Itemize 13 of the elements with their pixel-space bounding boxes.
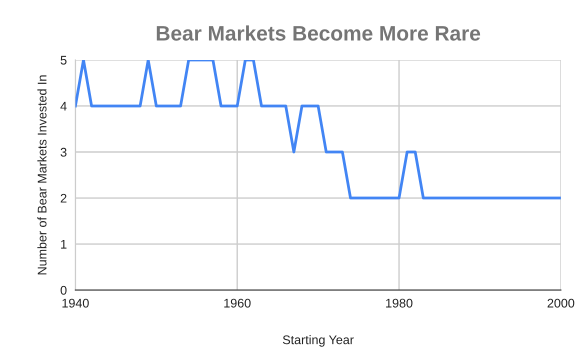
chart-title: Bear Markets Become More Rare: [156, 25, 480, 41]
x-tick-label: 2000: [548, 298, 574, 308]
y-tick-label: 5: [60, 56, 67, 65]
x-tick-label: 1960: [224, 298, 251, 308]
x-tick-label: 1980: [386, 298, 412, 308]
y-tick-label: 1: [61, 240, 66, 249]
x-tick-label: 1940: [62, 298, 89, 308]
y-tick-label: 0: [60, 286, 67, 295]
y-tick-label: 3: [60, 148, 67, 157]
x-axis-title: Starting Year: [282, 335, 354, 347]
y-axis-title: Number of Bear Markets Invested In: [37, 75, 47, 274]
y-tick-label: 4: [60, 102, 67, 111]
y-tick-label: 2: [60, 194, 66, 203]
